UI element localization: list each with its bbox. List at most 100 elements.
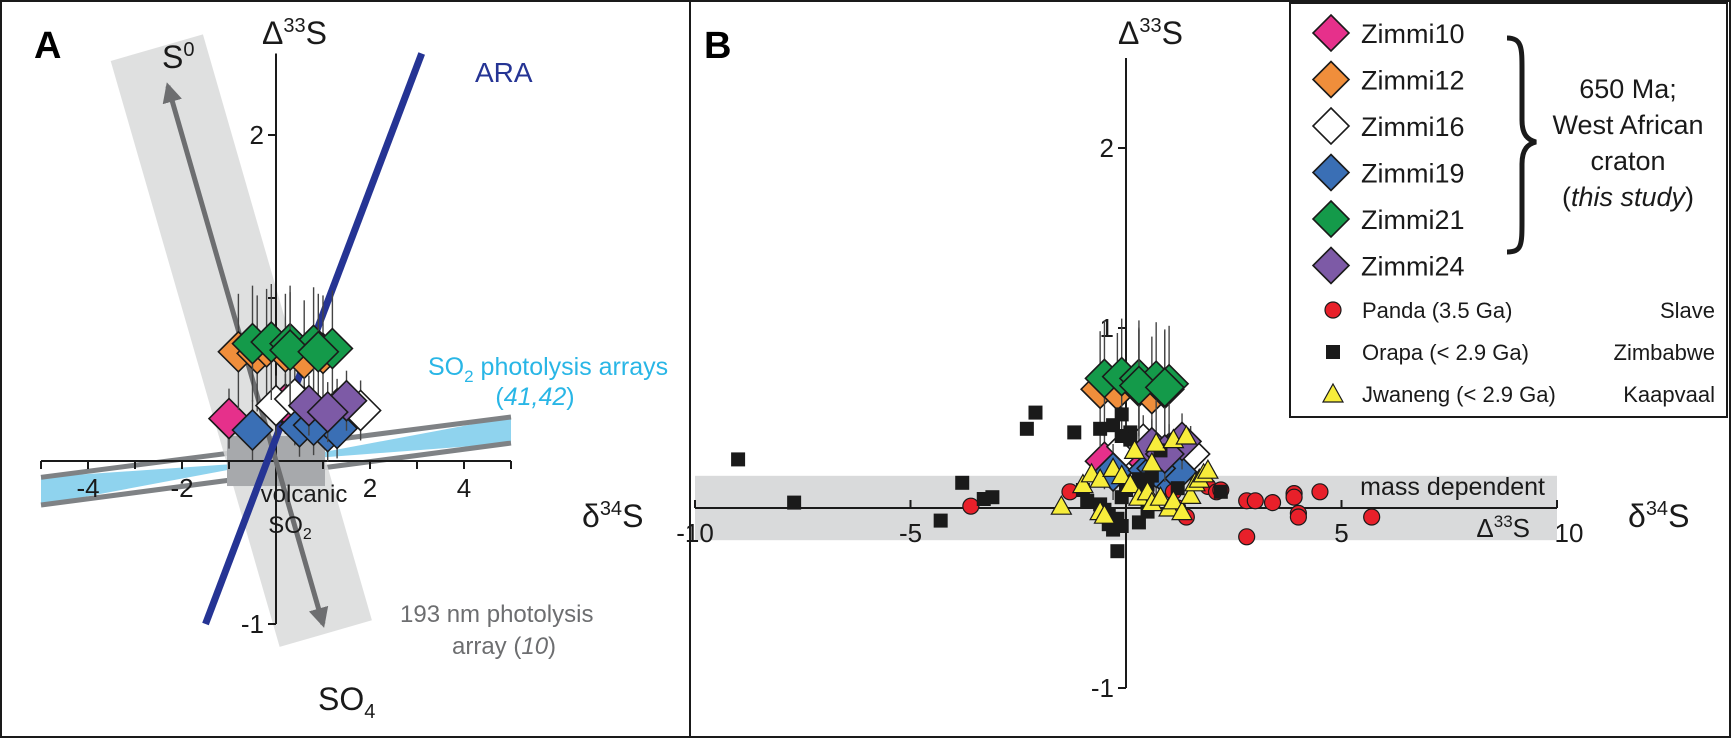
- ara-label: ARA: [475, 57, 533, 88]
- legend-marker-zimmi19: [1311, 153, 1351, 192]
- legend-label-zimmi19: Zimmi19: [1361, 159, 1465, 189]
- legend-marker-zimmi12: [1311, 60, 1351, 99]
- legend-label-jwaneng: Jwaneng (< 2.9 Ga): [1362, 382, 1556, 407]
- panel-b-point-jwaneng: [1140, 451, 1163, 472]
- panel-b-x-axis-label-sup: 34: [1646, 498, 1668, 520]
- panel-a-x-tick-label: 2: [363, 473, 377, 503]
- panel-b-point-jwaneng: [1175, 424, 1198, 445]
- panel-a-point-zimmi24: [306, 390, 349, 434]
- so2-wedge-right: [276, 416, 511, 461]
- panel-b-band-sublabel-sup: 33: [1494, 512, 1513, 531]
- panel-b-point-orapa: [955, 475, 970, 490]
- panel-b-x-axis-label-main: S: [1668, 498, 1689, 534]
- panel-a-x-tick-label: 4: [457, 473, 471, 503]
- panel-a-x-tick-label: -4: [76, 473, 99, 503]
- panel-b-y-axis-label: Δ33S: [1118, 15, 1183, 51]
- panel-b-point-zimmi21: [1118, 365, 1160, 406]
- bracket-text-line3: craton: [1590, 146, 1665, 176]
- 193nm-label-prefix: array (: [452, 633, 521, 660]
- panel-a-axes: -4 -2 2 4 -1 2 δ34S Δ33S: [40, 15, 643, 639]
- so2-photolysis-subscript: 2: [464, 367, 473, 386]
- bracket-text-italic: this study: [1571, 182, 1687, 212]
- panel-b-point-jwaneng: [1071, 473, 1094, 494]
- bracket-text-close: ): [1685, 182, 1694, 212]
- legend-marker-panda: [1324, 301, 1342, 319]
- panel-b-x-axis-label: δ34S: [1628, 498, 1689, 534]
- panel-a-point-zimmi21: [268, 329, 312, 372]
- so4-label: SO4: [318, 681, 375, 723]
- so2-photolysis-label: SO2 photolysis arrays: [428, 353, 668, 386]
- legend-marker-zimmi10: [1311, 13, 1351, 53]
- panel-b-point-panda: [1289, 508, 1308, 526]
- 193nm-citation: 10: [521, 633, 548, 660]
- legend-box: [1289, 2, 1728, 418]
- bracket-text-open: (: [1562, 182, 1571, 212]
- bracket-text-line2: West African: [1552, 110, 1703, 140]
- legend-region-orapa: Zimbabwe: [1614, 340, 1715, 365]
- panel-b-point-jwaneng: [1119, 473, 1142, 494]
- panel-b-point-jwaneng: [1162, 489, 1185, 510]
- panel-a-y-axis-label: Δ33S: [262, 15, 327, 51]
- legend-marker-zimmi16: [1311, 106, 1351, 146]
- panel-b-point-orapa: [1028, 405, 1043, 420]
- legend-label-zimmi12: Zimmi12: [1361, 66, 1465, 96]
- panel-a-x-axis-label-sup: 34: [600, 498, 622, 520]
- legend-marker-jwaneng: [1321, 382, 1345, 403]
- mass-dependent-label: mass dependent: [1360, 473, 1545, 501]
- panel-b-y-tick-label: -1: [1091, 673, 1114, 703]
- legend-label-panda: Panda (3.5 Ga): [1362, 298, 1512, 323]
- legend-label-zimmi24: Zimmi24: [1361, 252, 1465, 282]
- panel-b-y-axis-label-main: S: [1162, 15, 1183, 51]
- panel-b-y-axis-label-sup: 33: [1139, 15, 1161, 37]
- volcanic-label: volcanic: [261, 481, 348, 508]
- bracket-text-line4: (this study): [1562, 182, 1694, 212]
- panel-b-y-tick-label: 1: [1100, 313, 1114, 343]
- 193nm-label-line2: array (10): [452, 633, 556, 660]
- legend-bracket: [1506, 35, 1537, 255]
- panel-b-points: [731, 318, 1381, 559]
- 193nm-label-suffix: ): [548, 633, 556, 660]
- panel-b-point-jwaneng: [1145, 431, 1168, 452]
- panel-b-x-tick-label: 10: [1555, 518, 1584, 548]
- so2-box-subscript: 2: [303, 526, 312, 543]
- panel-a-x-axis-label: δ34S: [582, 498, 643, 534]
- panel-b-point-orapa: [1114, 407, 1129, 422]
- panel-b-point-panda: [1238, 528, 1256, 546]
- legend-label-orapa: Orapa (< 2.9 Ga): [1362, 340, 1529, 365]
- panel-b-point-orapa: [731, 452, 746, 467]
- panel-b-point-jwaneng: [1110, 464, 1133, 485]
- panel-b-x-tick-label: -10: [676, 518, 714, 548]
- legend: Zimmi10 Zimmi12 Zimmi16 Zimmi19 Zimmi21 Zimmi…: [1311, 13, 1715, 407]
- panel-b-x-tick-label: 5: [1334, 518, 1348, 548]
- legend-region-jwaneng: Kaapvaal: [1623, 382, 1715, 407]
- panel-b-point-jwaneng: [1179, 484, 1202, 504]
- panel-b-letter: B: [704, 25, 731, 67]
- panel-a-letter: A: [34, 25, 61, 67]
- so2-citation: 41,42: [504, 383, 567, 411]
- panel-b-point-orapa: [1106, 418, 1121, 433]
- panel-b-point-orapa: [1114, 490, 1129, 505]
- panel-a-point-zimmi21: [297, 330, 340, 373]
- panel-b-point-jwaneng: [1196, 458, 1219, 479]
- panel-b-point-jwaneng: [1050, 494, 1073, 515]
- panel-b-point-orapa: [1093, 421, 1108, 436]
- panel-b-point-orapa: [1019, 421, 1034, 436]
- panel-a-x-tick-label: -2: [170, 473, 193, 503]
- bracket-text-line1: 650 Ma;: [1579, 74, 1677, 104]
- panel-b-point-panda: [1246, 492, 1264, 510]
- legend-region-panda: Slave: [1660, 298, 1715, 323]
- panel-b-point-orapa: [1080, 493, 1095, 508]
- panel-b-point-jwaneng: [1089, 467, 1112, 488]
- so2-photolysis-label-rest: photolysis arrays: [474, 353, 669, 381]
- panel-b-point-panda: [1263, 494, 1282, 512]
- legend-marker-zimmi21: [1311, 199, 1351, 239]
- s0-superscript: 0: [183, 39, 194, 61]
- panel-a-y-axis-label-main: S: [306, 15, 327, 51]
- panel-b-point-orapa: [1067, 425, 1082, 440]
- panel-b-point-jwaneng: [1093, 503, 1116, 524]
- panel-b-point-panda: [962, 497, 980, 515]
- panel-a: A -4 -2 2 4 -1 2 δ34S Δ33S S 0 SO4 ARA SO2 photo…: [34, 15, 668, 723]
- 193nm-label-line1: 193 nm photolysis: [400, 601, 593, 628]
- panel-b-point-orapa: [787, 495, 802, 510]
